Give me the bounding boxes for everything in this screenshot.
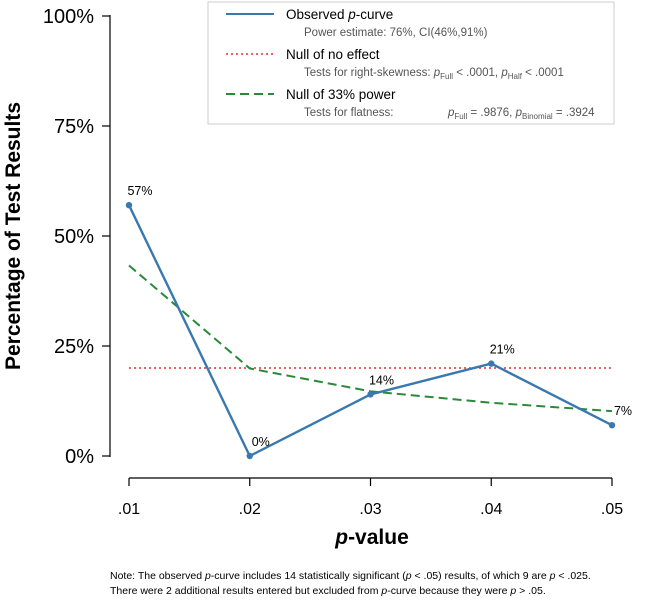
- legend-power-sub: Tests for flatness: pFull = .9876, pBinom…: [304, 107, 595, 121]
- observed-point: [246, 452, 253, 460]
- footnote-line-2: There were 2 additional results entered …: [110, 585, 546, 597]
- observed-data-label: 14%: [369, 373, 394, 387]
- x-tick-label: .02: [239, 501, 261, 518]
- observed-pcurve-line: [127, 204, 613, 458]
- y-tick-label: 50%: [54, 226, 94, 248]
- legend-power-label: Null of 33% power: [286, 87, 396, 102]
- observed-point: [367, 391, 374, 398]
- legend-null-label: Null of no effect: [286, 47, 380, 62]
- x-tick-label: .04: [480, 501, 502, 518]
- y-tick-label: 75%: [54, 116, 94, 138]
- y-axis-label: Percentage of Test Results: [2, 102, 25, 370]
- footnote-line-1: Note: The observed p-curve includes 14 s…: [110, 570, 591, 582]
- legend-null-sub: Tests for right-skewness: pFull < .0001,…: [304, 67, 564, 81]
- observed-data-label: 57%: [127, 184, 152, 198]
- x-tick-label: .03: [359, 501, 381, 518]
- observed-data-label: 21%: [490, 343, 515, 357]
- series-layer: 57% 0% 14% 21% 7%: [125, 184, 632, 460]
- y-tick-label: 25%: [54, 336, 94, 358]
- y-tick-label: 100%: [43, 6, 94, 28]
- observed-point: [608, 422, 616, 429]
- x-tick-label: .01: [118, 501, 140, 518]
- observed-point: [488, 360, 495, 367]
- observed-data-label: 7%: [614, 404, 632, 418]
- legend: Observed p-curve Power estimate: 76%, CI…: [207, 1, 615, 125]
- x-ticks: .01 .02 .03 .04 .05: [118, 478, 623, 518]
- footnote: Note: The observed p-curve includes 14 s…: [110, 569, 591, 599]
- y-tick-label: 0%: [65, 446, 94, 468]
- observed-point: [125, 202, 133, 209]
- legend-observed-sub: Power estimate: 76%, CI(46%,91%): [304, 27, 488, 39]
- y-ticks: 0% 25% 50% 75% 100%: [43, 6, 110, 468]
- x-axis-label: p-value: [334, 526, 409, 549]
- legend-box: [207, 1, 615, 125]
- observed-data-label: 0%: [252, 435, 270, 449]
- x-tick-label: .05: [601, 501, 623, 518]
- legend-observed-label: Observed p-curve: [286, 7, 393, 22]
